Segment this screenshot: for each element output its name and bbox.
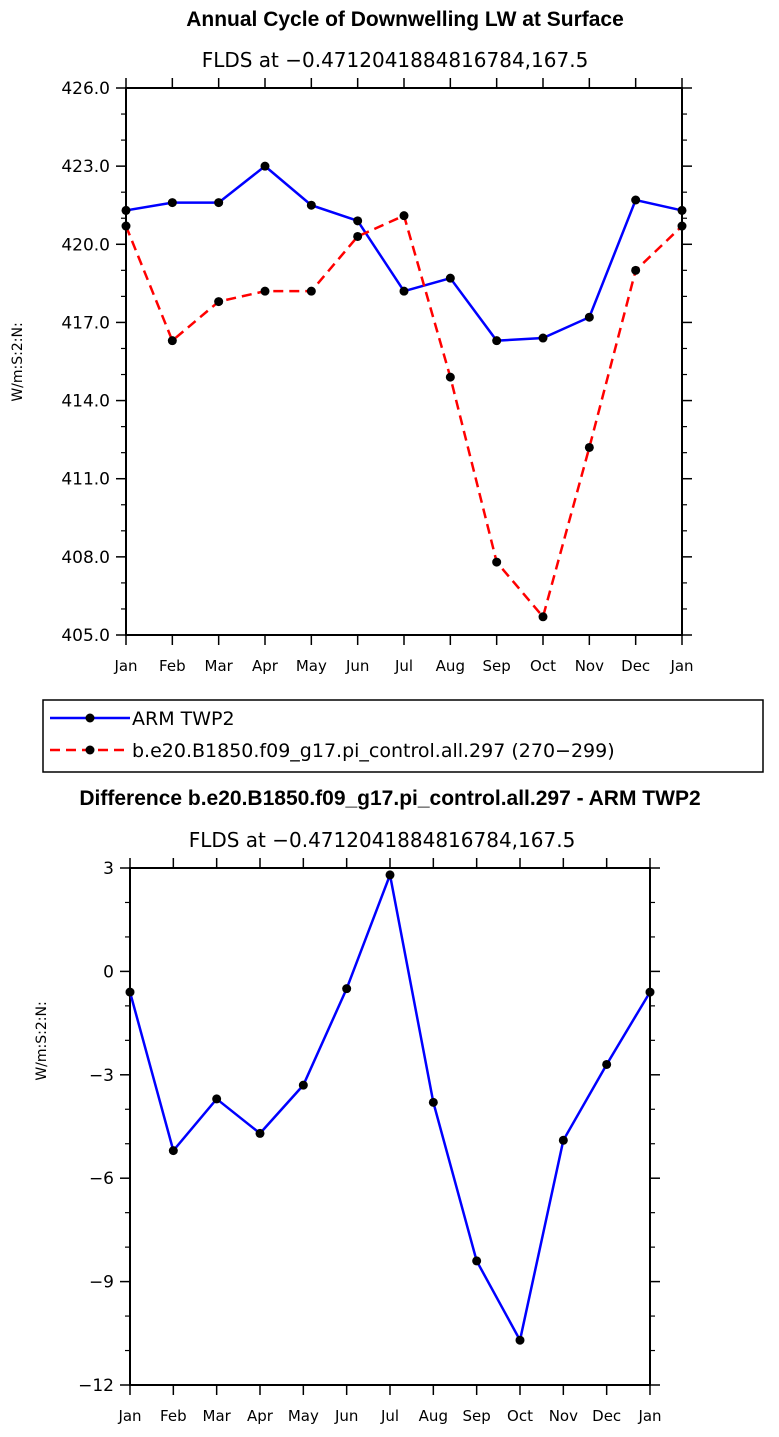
chart2-series-line [128,870,652,1344]
chart1-data-point [492,557,502,567]
chart2-xtick-label: Sep [463,1407,491,1425]
chart2-data-point [428,1097,438,1107]
legend-label: ARM TWP2 [132,708,235,730]
chart1-data-point [353,216,363,226]
chart2-data-point [125,987,135,997]
legend-marker [85,745,95,755]
chart1-subtitle: FLDS at −0.4712041884816784,167.5 [202,48,589,72]
chart2-ytick-label: −9 [89,1273,114,1293]
chart2-data-point [602,1059,612,1069]
chart1-data-point [445,273,455,283]
chart2-data-point [342,984,352,994]
chart1-data-point [584,442,594,452]
chart1-ytick-label: 420.0 [61,235,110,255]
chart1-data-point [167,198,177,208]
chart1-data-point [260,161,270,171]
chart1-xtick-label: Feb [159,657,186,675]
chart1-data-point [214,297,224,307]
chart2-data-point [472,1256,482,1266]
chart1-ytick-label: 408.0 [61,548,110,568]
chart2-xtick-label: Dec [592,1407,621,1425]
chart2-xtick-label: Nov [549,1407,578,1425]
chart1-y-axis-label: W/m:S:2:N: [10,322,26,401]
chart1-data-point [492,336,502,346]
chart2-ytick-label: −12 [78,1376,114,1396]
chart1-xtick-label: May [296,657,327,675]
chart1-ytick-label: 417.0 [61,313,110,333]
chart1-xtick-label: Dec [621,657,650,675]
chart2-xtick-label: Feb [160,1407,187,1425]
chart1-ytick-label: 411.0 [61,470,110,490]
chart2-xtick-label: Jul [380,1407,399,1425]
chart2-xtick-label: Aug [419,1407,448,1425]
chart2-xtick-label: Jun [334,1407,358,1425]
chart1-xtick-label: Jun [345,657,369,675]
chart2-title: Difference b.e20.B1850.f09_g17.pi_contro… [79,787,700,810]
chart2-xtick-label: Jan [117,1407,141,1425]
chart1-ytick-label: 426.0 [61,79,110,99]
chart1-data-point [677,221,687,231]
legend-box [42,699,764,773]
chart1-ytick-label: 423.0 [61,157,110,177]
chart1-data-point [260,286,270,296]
chart1-data-point [399,286,409,296]
chart1-data-point [631,195,641,205]
chart1-ytick-label: 414.0 [61,392,110,412]
chart2-y-axis-label: W/m:S:2:N: [34,1001,50,1080]
chart1-xtick-label: Oct [530,657,556,675]
chart1-data-point [353,231,363,241]
chart2-xtick-label: Oct [507,1407,533,1425]
chart1-data-point [445,372,455,382]
chart1-series-line [125,164,683,342]
chart1-data-point [677,205,687,215]
chart1-xtick-label: Mar [205,657,234,675]
chart2-ytick-label: 3 [103,859,114,879]
chart1-xtick-label: Jan [113,657,137,675]
legend-marker [85,713,95,723]
chart2-data-point [515,1335,525,1345]
chart2-ytick-label: 0 [103,962,114,982]
chart1-xtick-label: Nov [575,657,604,675]
chart1-data-point [214,198,224,208]
legend: ARM TWP2 b.e20.B1850.f09_g17.pi_control.a… [50,708,615,762]
chart2-ytick-label: −6 [89,1169,114,1189]
chart1-data-point [306,200,316,210]
chart2-xtick-label: Jan [637,1407,661,1425]
chart1-data-point [399,211,409,221]
chart1-ytick-label: 405.0 [61,626,110,646]
chart1-data-point [538,333,548,343]
chart2-data-point [212,1094,222,1104]
chart1-data-point [584,312,594,322]
chart2-ytick-label: −3 [89,1066,114,1086]
chart1-data-point [121,205,131,215]
chart1-frame [125,87,683,636]
chart2-subtitle: FLDS at −0.4712041884816784,167.5 [189,828,576,852]
chart1-data-point [121,221,131,231]
chart1-xtick-label: Jul [394,657,413,675]
chart2-data-point [255,1128,265,1138]
chart1-xtick-label: Aug [436,657,465,675]
chart2-data-point [298,1080,308,1090]
chart2-xtick-label: Mar [203,1407,232,1425]
chart1-xtick-label: Sep [483,657,511,675]
chart1-title: Annual Cycle of Downwelling LW at Surfac… [186,8,624,31]
chart2-xtick-label: Apr [247,1407,274,1425]
chart2-data-point [168,1146,178,1156]
chart2-xtick-label: May [288,1407,319,1425]
chart2-data-point [385,870,395,880]
chart1-xtick-label: Jan [669,657,693,675]
chart2-data-point [558,1135,568,1145]
chart1-data-point [306,286,316,296]
chart1-data-point [167,336,177,346]
chart1-series-line [124,213,683,620]
chart2-data-point [645,987,655,997]
legend-label: b.e20.B1850.f09_g17.pi_control.all.297 (… [132,740,615,762]
chart1-data-point [538,612,548,622]
chart1-data-point [631,265,641,275]
chart2-plot: −12 −9 −6 −3 0 3 Jan Feb Mar Apr May Jun Jul Aug Sep Oc… [78,858,662,1425]
chart1-xtick-label: Apr [252,657,279,675]
chart1-plot: 405.0 408.0 411.0 414.0 417.0 420.0 423.0 426.0… [61,78,694,675]
